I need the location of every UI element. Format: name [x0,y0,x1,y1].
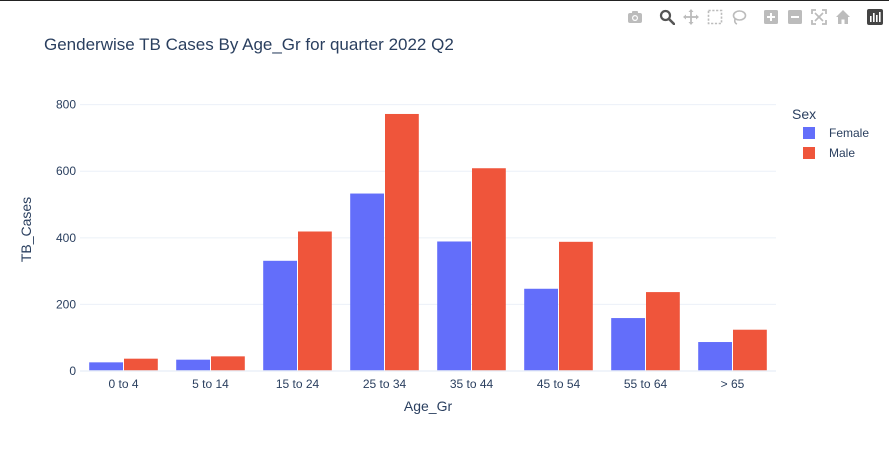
autoscale-icon[interactable] [810,8,828,26]
x-axis-title: Age_Gr [404,398,453,414]
box-select-icon[interactable] [706,8,724,26]
x-tick-label: 0 to 4 [108,377,138,391]
y-axis-title: TB_Cases [18,197,34,262]
bar-male[interactable] [385,113,419,371]
bar-female[interactable] [524,288,558,371]
bar-male[interactable] [559,241,593,371]
window-top-border [0,0,889,1]
y-tick-label: 0 [69,364,76,378]
y-tick-label: 600 [56,164,76,178]
zoom-in-icon[interactable] [762,8,780,26]
legend-swatch [803,127,815,139]
x-tick-label: 35 to 44 [450,377,494,391]
bar-female[interactable] [263,260,297,371]
y-tick-label: 800 [56,98,76,112]
chart-title: Genderwise TB Cases By Age_Gr for quarte… [44,35,454,54]
plotly-logo-icon[interactable] [866,8,884,26]
y-tick-label: 400 [56,231,76,245]
legend-item-male[interactable]: Male [803,145,855,161]
x-tick-label: > 65 [721,377,745,391]
camera-icon[interactable] [626,8,644,26]
x-tick-label: 45 to 54 [537,377,581,391]
legend-title: Sex [792,106,817,122]
x-tick-label: 25 to 34 [363,377,407,391]
bar-female[interactable] [176,359,210,371]
zoom-icon[interactable] [658,8,676,26]
pan-icon[interactable] [682,8,700,26]
x-tick-label: 55 to 64 [624,377,668,391]
bar-male[interactable] [646,292,680,371]
bar-male[interactable] [733,329,767,371]
bar-female[interactable] [698,342,732,371]
legend-label: Female [829,126,870,140]
bar-male[interactable] [124,358,158,371]
bar-female[interactable] [611,318,645,371]
bar-male[interactable] [298,231,332,371]
x-tick-label: 15 to 24 [276,377,320,391]
bar-female[interactable] [437,241,471,371]
legend-item-female[interactable]: Female [803,125,869,141]
zoom-out-icon[interactable] [786,8,804,26]
home-icon[interactable] [834,8,852,26]
legend-swatch [803,147,815,159]
y-tick-label: 200 [56,297,76,311]
modebar [626,8,889,26]
bar-male[interactable] [211,356,245,371]
bar-female[interactable] [89,362,123,371]
lasso-icon[interactable] [730,8,748,26]
bar-male[interactable] [472,168,506,371]
x-tick-label: 5 to 14 [192,377,229,391]
legend-label: Male [829,146,856,160]
bar-female[interactable] [350,193,384,371]
